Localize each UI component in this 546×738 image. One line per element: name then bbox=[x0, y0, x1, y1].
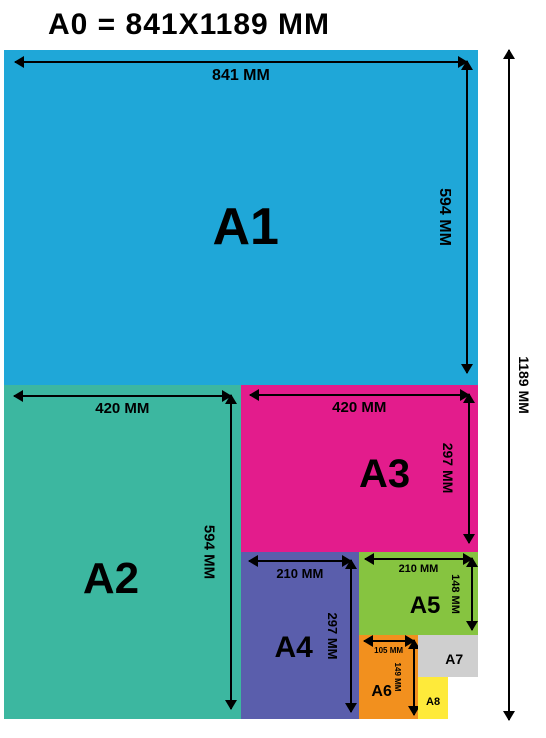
block-label-a4: A4 bbox=[274, 631, 312, 665]
block-label-a2: A2 bbox=[83, 554, 139, 604]
block-label-a1: A1 bbox=[212, 197, 278, 257]
width-arrow-a2 bbox=[14, 395, 230, 397]
width-arrow-a6 bbox=[364, 640, 414, 642]
block-a5: A5 210 MM 148 MM bbox=[359, 552, 478, 635]
height-arrow-a2 bbox=[230, 395, 232, 709]
width-label-a3: 420 MM bbox=[332, 399, 386, 416]
outer-height-label: 1189 MM bbox=[516, 356, 532, 414]
height-arrow-a1 bbox=[466, 61, 468, 373]
block-label-a3: A3 bbox=[359, 452, 410, 497]
width-arrow-a4 bbox=[249, 560, 352, 562]
block-a7: A7 bbox=[418, 635, 478, 677]
width-label-a5: 210 MM bbox=[399, 563, 439, 575]
height-label-a5: 148 MM bbox=[449, 574, 461, 614]
height-arrow-a6 bbox=[413, 640, 415, 715]
block-a2: A2 420 MM 594 MM bbox=[4, 385, 241, 720]
width-label-a1: 841 MM bbox=[212, 67, 270, 85]
block-label-a6: A6 bbox=[371, 683, 391, 701]
block-a3: A3 420 MM 297 MM bbox=[241, 385, 478, 552]
height-arrow-a5 bbox=[471, 558, 473, 630]
width-label-a4: 210 MM bbox=[276, 566, 323, 581]
block-label-a8: A8 bbox=[426, 696, 440, 708]
height-label-a3: 297 MM bbox=[440, 443, 456, 494]
page-title: A0 = 841X1189 MM bbox=[48, 8, 330, 42]
block-a8: A8 bbox=[418, 677, 448, 719]
block-label-a7: A7 bbox=[445, 651, 463, 667]
outer-height-arrow bbox=[508, 50, 510, 720]
height-arrow-a3 bbox=[468, 394, 470, 543]
width-arrow-a5 bbox=[365, 558, 473, 560]
width-arrow-a1 bbox=[15, 61, 466, 63]
block-a1: A1 841 MM 594 MM bbox=[4, 50, 478, 385]
width-arrow-a3 bbox=[250, 394, 469, 396]
height-label-a4: 297 MM bbox=[325, 612, 340, 659]
height-arrow-a4 bbox=[350, 560, 352, 712]
height-label-a1: 594 MM bbox=[435, 188, 453, 246]
width-label-a6: 105 MM bbox=[374, 646, 403, 655]
block-a4: A4 210 MM 297 MM bbox=[241, 552, 359, 719]
width-label-a2: 420 MM bbox=[95, 400, 149, 417]
block-a6: A6 105 MM 149 MM bbox=[359, 635, 418, 719]
height-label-a2: 594 MM bbox=[200, 525, 217, 579]
height-label-a6: 149 MM bbox=[393, 663, 402, 692]
block-label-a5: A5 bbox=[410, 592, 441, 620]
